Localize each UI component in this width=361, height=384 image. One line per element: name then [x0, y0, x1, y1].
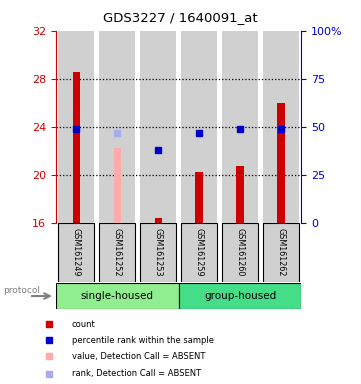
Text: rank, Detection Call = ABSENT: rank, Detection Call = ABSENT — [72, 369, 201, 378]
Text: GSM161253: GSM161253 — [154, 228, 163, 277]
Text: GSM161249: GSM161249 — [72, 228, 81, 277]
Bar — [222, 31, 258, 223]
Text: GSM161259: GSM161259 — [195, 228, 204, 277]
Bar — [99, 31, 135, 223]
Bar — [58, 31, 95, 223]
Text: GSM161262: GSM161262 — [277, 228, 286, 277]
Text: value, Detection Call = ABSENT: value, Detection Call = ABSENT — [72, 352, 205, 361]
Text: protocol: protocol — [3, 286, 40, 295]
Text: group-housed: group-housed — [204, 291, 276, 301]
Text: percentile rank within the sample: percentile rank within the sample — [72, 336, 214, 345]
Bar — [195, 172, 203, 223]
Bar — [140, 31, 176, 223]
Bar — [181, 223, 217, 282]
Text: single-housed: single-housed — [81, 291, 154, 301]
Bar — [140, 223, 176, 282]
Text: GSM161252: GSM161252 — [113, 228, 122, 277]
Bar — [155, 218, 162, 223]
Bar — [277, 103, 285, 223]
Bar — [73, 71, 80, 223]
Text: GSM161260: GSM161260 — [236, 228, 244, 276]
Bar — [236, 166, 244, 223]
Bar — [179, 283, 301, 309]
Bar — [114, 148, 121, 223]
Text: count: count — [72, 319, 96, 329]
Bar — [181, 31, 217, 223]
Bar — [222, 223, 258, 282]
Bar — [99, 223, 135, 282]
Bar — [263, 223, 299, 282]
Text: GDS3227 / 1640091_at: GDS3227 / 1640091_at — [103, 11, 258, 24]
Bar — [56, 283, 179, 309]
Bar — [58, 223, 95, 282]
Bar — [263, 31, 299, 223]
